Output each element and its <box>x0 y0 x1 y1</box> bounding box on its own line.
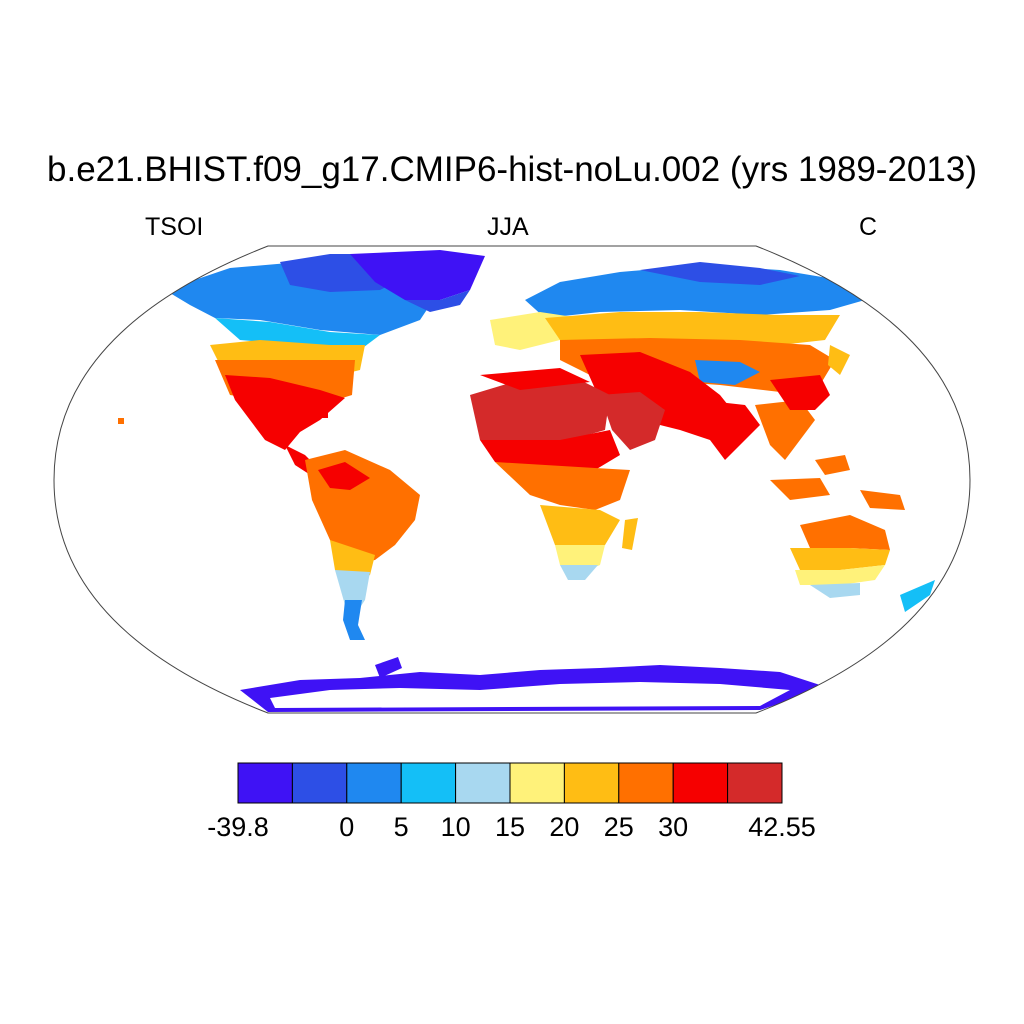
cuba <box>300 410 328 418</box>
indonesia-1 <box>770 478 830 500</box>
units-label: C <box>859 213 878 241</box>
japan <box>828 345 850 375</box>
australia-north <box>800 515 890 550</box>
africa-cape <box>560 565 598 580</box>
eurasia-mid <box>545 312 840 345</box>
australia-cool <box>810 583 860 598</box>
south-america-hot <box>305 450 420 565</box>
arabia-dark <box>600 392 665 450</box>
variable-label: TSOI <box>145 213 204 241</box>
patagonia <box>343 600 365 640</box>
colorbar-box <box>400 762 457 804</box>
map-land <box>118 250 935 712</box>
southeast-asia <box>755 400 815 460</box>
north-africa-dark <box>470 380 610 445</box>
sahel-red <box>480 430 620 470</box>
colorbar-tick-label: 25 <box>603 812 634 842</box>
india-red <box>700 400 760 460</box>
east-asia-hot <box>770 375 830 410</box>
season-label: JJA <box>487 213 529 241</box>
colorbar-box <box>291 762 348 804</box>
colorbar-box <box>509 762 565 804</box>
antarctic-peninsula <box>375 657 402 678</box>
hawaii <box>118 418 124 424</box>
colorbar-tick-label: 30 <box>658 812 689 842</box>
australia-south <box>795 565 885 585</box>
colorbar-tick-label: 5 <box>393 812 409 842</box>
madagascar <box>622 518 638 550</box>
colorbar-tick-label: 10 <box>440 812 471 842</box>
africa-south-warm <box>540 505 620 555</box>
colorbar-tick-label: 20 <box>549 812 580 842</box>
colorbar-box <box>672 762 729 804</box>
tibet <box>695 360 760 385</box>
colorbar-tick-label: -39.8 <box>207 812 269 842</box>
indonesia-2 <box>815 455 850 475</box>
greenland-edge <box>405 290 470 312</box>
colorbar-box <box>727 762 783 804</box>
north-africa-red <box>480 368 590 390</box>
new-guinea <box>860 490 905 510</box>
colorbar-box <box>346 762 402 804</box>
south-america-red <box>318 462 370 490</box>
siberia-arctic <box>640 262 800 285</box>
colorbar-box <box>237 762 293 804</box>
middle-east-red <box>580 352 740 440</box>
canada-mild <box>215 318 380 350</box>
colorbar-tick-label: 15 <box>494 812 526 842</box>
greenland <box>350 250 485 300</box>
africa-orange <box>495 462 630 510</box>
new-zealand <box>900 580 935 612</box>
colorbar <box>237 762 783 804</box>
plot-title: b.e21.BHIST.f09_g17.CMIP6-hist-noLu.002 … <box>47 150 977 189</box>
colorbar-tick-label: 0 <box>339 812 355 842</box>
antarctica-interior <box>270 682 790 708</box>
colorbar-box <box>618 762 674 804</box>
colorbar-tick-label: 42.55 <box>748 812 816 842</box>
mexico-red <box>225 375 345 450</box>
map-outline <box>53 245 971 714</box>
australia-mid <box>790 548 890 570</box>
colorbar-box <box>455 762 511 804</box>
colorbar-box <box>563 762 620 804</box>
